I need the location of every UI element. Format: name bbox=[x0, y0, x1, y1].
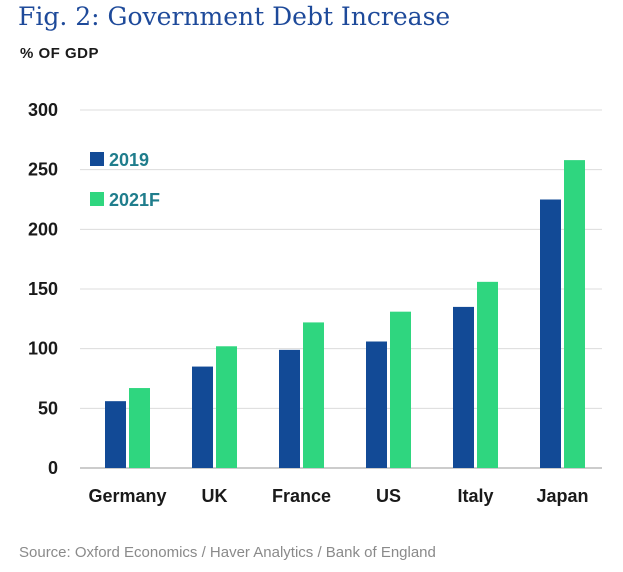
bar-2019-italy bbox=[453, 306, 474, 468]
legend-swatch-2019 bbox=[90, 152, 104, 166]
bar-2021F-france bbox=[303, 322, 324, 468]
y-tick-label: 250 bbox=[28, 160, 58, 180]
gridlines bbox=[80, 109, 602, 469]
source-note: Source: Oxford Economics / Haver Analyti… bbox=[19, 544, 436, 561]
y-tick-label: 300 bbox=[28, 100, 58, 120]
legend-label-2019: 2019 bbox=[109, 150, 149, 170]
y-tick-label: 100 bbox=[28, 339, 58, 359]
x-category-label: Germany bbox=[88, 486, 166, 506]
bars bbox=[105, 160, 585, 468]
x-category-label: UK bbox=[202, 486, 228, 506]
bar-2019-uk bbox=[192, 366, 213, 468]
bar-2019-japan bbox=[540, 199, 561, 468]
bar-2021F-us bbox=[390, 311, 411, 468]
y-tick-label: 150 bbox=[28, 279, 58, 299]
bar-2021F-italy bbox=[477, 281, 498, 468]
x-category-label: US bbox=[376, 486, 401, 506]
legend: 2019 2021F bbox=[90, 150, 160, 210]
chart-title: Fig. 2: Government Debt Increase bbox=[18, 2, 451, 31]
x-category-label: France bbox=[272, 486, 331, 506]
bar-2021F-uk bbox=[216, 346, 237, 468]
y-tick-label: 50 bbox=[38, 398, 58, 418]
x-category-label: Japan bbox=[536, 486, 588, 506]
x-category-label: Italy bbox=[457, 486, 493, 506]
x-axis-categories: Germany UK France US Italy Japan bbox=[88, 486, 588, 506]
legend-label-2021F: 2021F bbox=[109, 190, 160, 210]
bar-2021F-germany bbox=[129, 388, 150, 468]
y-tick-label: 0 bbox=[48, 458, 58, 478]
legend-swatch-2021F bbox=[90, 192, 104, 206]
bar-2019-france bbox=[279, 349, 300, 468]
bar-2019-us bbox=[366, 341, 387, 468]
bar-2019-germany bbox=[105, 401, 126, 468]
y-tick-label: 200 bbox=[28, 219, 58, 239]
y-axis-label: % OF GDP bbox=[20, 45, 100, 62]
bar-2021F-japan bbox=[564, 160, 585, 468]
y-axis-ticks: 0 50 100 150 200 250 300 bbox=[28, 100, 58, 478]
